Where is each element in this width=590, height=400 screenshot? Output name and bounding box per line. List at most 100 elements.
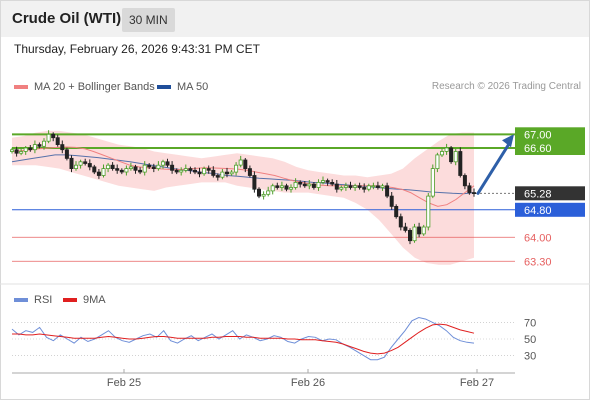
candle-body [385,185,390,197]
candle-body [133,166,138,171]
candle-body [316,181,321,188]
candle-body [339,187,344,190]
candle-body [325,180,330,183]
ma50-line [11,154,475,195]
legend-rsi: RSI [14,294,52,306]
candle-body [206,168,211,171]
projection-arrow [476,140,512,195]
candle-body [417,226,422,235]
candle-body [179,169,184,173]
price-tag-resistance [515,141,585,155]
candle-body [151,166,156,169]
candle-body [238,159,243,166]
candle-body [170,164,175,171]
candle-body [87,163,92,168]
price-label-pivot: 64.80 [524,205,552,217]
candle-body [320,180,325,183]
candle-body [128,166,133,169]
candle-body [412,226,417,242]
candle-body [421,226,426,235]
candle-body [147,164,152,168]
candle-body [19,151,24,154]
candle-body [138,169,143,173]
candle-body [453,151,458,163]
price-label-support: 64.00 [524,232,552,244]
candle-body [266,190,271,195]
candle-body [74,164,79,169]
candle-body [458,151,463,176]
price-tag-pivot [515,202,585,217]
time-tick-label: Feb 26 [291,377,325,389]
legend-ma20: MA 20 + Bollinger Bands [14,81,155,93]
candle-body [37,144,42,147]
candle-body [78,161,83,166]
candle-body [9,149,14,152]
candle-body [398,216,403,228]
candle-body [192,169,197,173]
legend-ma50-label: MA 50 [177,81,209,93]
candle-body [407,229,412,242]
candle-body [279,185,284,188]
candle-body [371,185,376,188]
candle-body [46,133,51,142]
candle-body [348,185,353,188]
price-label-support: 63.30 [524,256,552,268]
candle-body [220,171,225,178]
candle-body [60,144,65,151]
legend-ma20-label: MA 20 + Bollinger Bands [34,81,155,93]
candle-body [403,226,408,231]
candle-body [55,137,60,145]
candle-body [106,164,111,169]
candle-body [174,169,179,173]
candle-body [124,168,129,173]
candle-body [110,164,115,169]
candle-body [389,195,394,207]
candle-body [449,147,454,163]
candle-body [234,164,239,173]
candle-body [92,166,97,173]
candle-body [14,149,19,154]
candle-body [28,147,33,151]
candle-body [215,175,220,178]
candle-body [156,164,161,169]
candle-body [353,185,358,188]
candle-body [42,140,47,147]
rsi-tick-label: 50 [524,334,536,346]
candle-body [202,168,207,175]
rsi-ma-swatch [63,298,77,302]
time-tick-label: Feb 25 [107,377,141,389]
candle-body [435,154,440,169]
candle-body [462,175,467,187]
timeframe-badge[interactable]: 30 MIN [122,8,175,32]
candle-body [270,185,275,192]
legend-rsi-ma: 9MA [63,294,106,306]
price-label-last: 65.28 [524,188,552,200]
candle-body [96,171,101,176]
instrument-title: Crude Oil (WTI) [12,10,122,27]
ma20-swatch [14,85,28,89]
candle-body [444,147,449,152]
price-tag-resistance [515,127,585,142]
candle-body [471,192,476,195]
price-label-resistance: 66.60 [524,143,552,155]
candle-body [252,175,257,190]
legend-ma50: MA 50 [157,81,208,93]
candle-body [430,168,435,197]
candle-body [256,188,261,197]
candle-body [64,149,69,159]
candle-body [188,168,193,171]
ma50-swatch [157,85,171,89]
candle-body [334,183,339,190]
ma20-line [11,146,475,207]
candle-body [362,187,367,190]
rsi-tick-label: 30 [524,351,536,363]
candle-body [165,161,170,166]
bollinger-band [12,130,474,265]
candle-body [69,157,74,170]
rsi-swatch [14,298,28,302]
chart-datetime: Thursday, February 26, 2026 9:43:31 PM C… [14,42,260,56]
projection-arrowhead [502,134,514,148]
candle-body [275,185,280,188]
